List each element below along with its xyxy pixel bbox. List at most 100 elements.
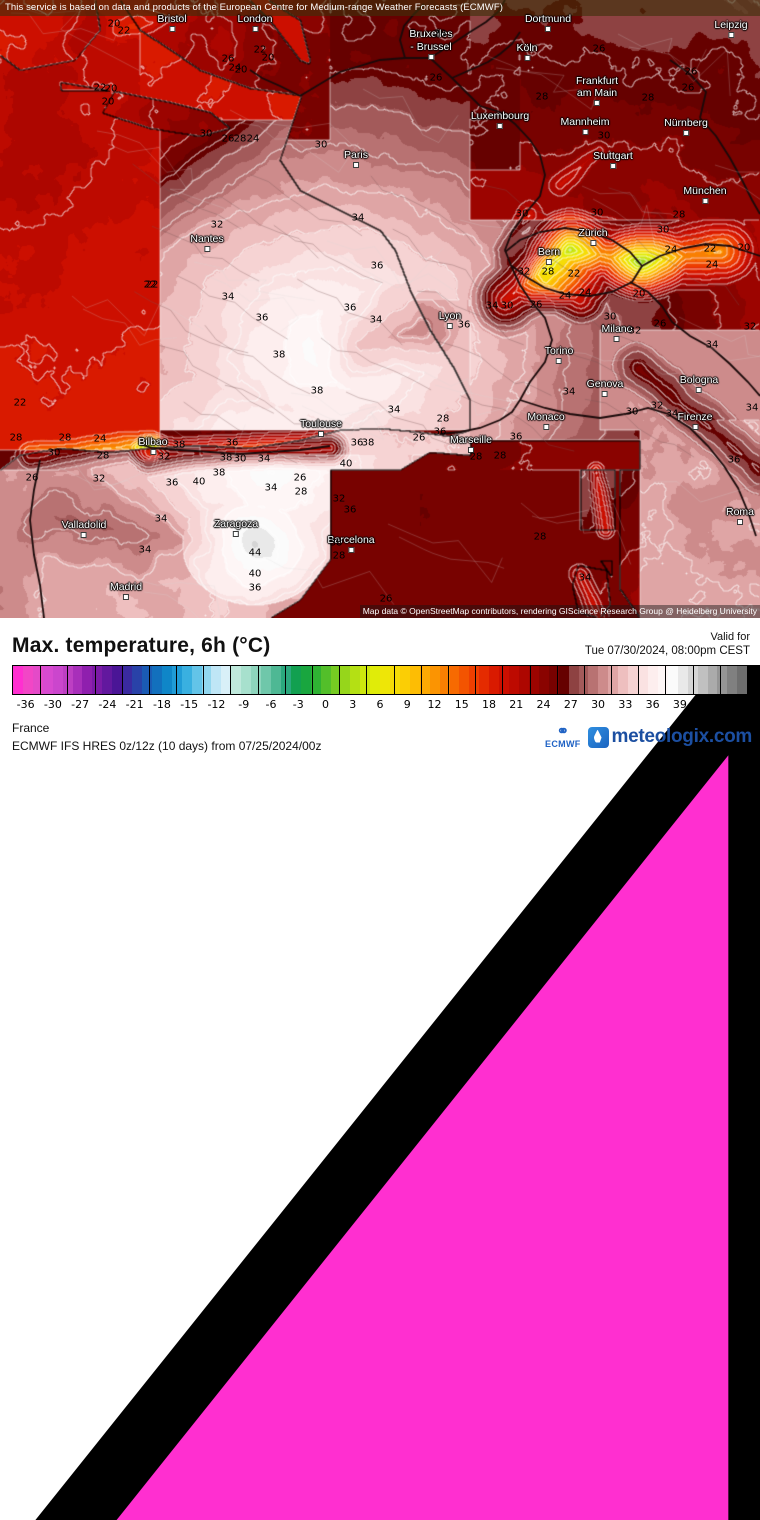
color-scale-tickline [40, 666, 42, 694]
color-scale-segment [161, 666, 172, 694]
color-scale-tick-label: 21 [509, 698, 524, 711]
branding[interactable]: ⚭ ECMWF meteologix.com [545, 718, 752, 756]
color-scale-segment [419, 666, 430, 694]
color-scale-segment [330, 666, 341, 694]
color-scale-segment [519, 666, 529, 694]
color-scale-segment [717, 666, 728, 694]
color-scale-tick-label: -18 [152, 698, 171, 711]
color-scale-segment [221, 666, 232, 694]
color-scale-segment [380, 666, 391, 694]
color-scale-tickline [665, 666, 667, 694]
ecmwf-logo-label: ECMWF [545, 739, 581, 749]
color-scale-tickline [393, 666, 395, 694]
color-scale-segment [648, 666, 658, 694]
valid-for-value: Tue 07/30/2024, 08:00pm CEST [584, 645, 750, 657]
color-scale-tick-label: -3 [292, 698, 304, 711]
color-scale-segment [191, 666, 202, 694]
color-scale-tickline [638, 666, 640, 694]
color-scale-segment [638, 666, 648, 694]
color-scale-segment [429, 666, 440, 694]
color-scale-segment [122, 666, 133, 694]
color-scale-tickline [148, 666, 150, 694]
map-raster [0, 0, 760, 618]
color-scale-tick-label: 6 [376, 698, 384, 711]
color-scale-tick-label: -21 [125, 698, 144, 711]
color-scale-segment [618, 666, 629, 694]
color-scale-tick-label: -9 [238, 698, 250, 711]
color-scale-segment [290, 666, 301, 694]
color-scale-segment [538, 666, 549, 694]
color-scale-tick-label: 3 [349, 698, 357, 711]
color-scale-tick-label: -27 [71, 698, 90, 711]
color-scale-segment [112, 666, 123, 694]
color-scale-tick-label: 9 [403, 698, 411, 711]
color-scale-segment [499, 666, 510, 694]
color-scale-tick-label: 18 [482, 698, 497, 711]
color-scale-segment [72, 666, 83, 694]
weather-map-page: This service is based on data and produc… [0, 0, 760, 760]
color-scale-tick-label: -6 [265, 698, 277, 711]
color-scale-tick-label: -12 [207, 698, 226, 711]
color-scale-segment [82, 666, 93, 694]
ecmwf-glyph-icon: ⚭ [556, 723, 570, 740]
color-scale-segment [251, 666, 262, 694]
color-scale-segment [231, 666, 242, 694]
color-scale-segment [300, 666, 311, 694]
ecmwf-logo[interactable]: ⚭ ECMWF [545, 723, 581, 749]
color-scale-tickline [176, 666, 178, 694]
color-scale-segment [628, 666, 639, 694]
color-scale-tickline [502, 666, 504, 694]
color-scale-tickline [529, 666, 531, 694]
color-scale-tick-label: 33 [618, 698, 633, 711]
color-scale-segment [578, 666, 589, 694]
color-scale-segment [598, 666, 609, 694]
color-scale-tick-label: 27 [563, 698, 578, 711]
color-scale-tickline [94, 666, 96, 694]
color-scale-tick-label: 12 [427, 698, 442, 711]
color-scale-segment [241, 666, 252, 694]
legend-panel: Max. temperature, 6h (°C) Valid for Tue … [0, 614, 760, 1520]
color-scale-segment [340, 666, 351, 694]
color-scale-segment [310, 666, 321, 694]
color-scale-segment [677, 666, 688, 694]
color-scale-segment [568, 666, 579, 694]
color-scale-segment [211, 666, 222, 694]
color-scale-tick-label: 50 [727, 698, 742, 711]
color-scale-segment [608, 666, 619, 694]
color-scale-segment [320, 666, 331, 694]
temperature-map[interactable]: This service is based on data and produc… [0, 0, 760, 618]
color-scale-tickline [312, 666, 314, 694]
color-scale-segment [469, 666, 480, 694]
color-scale-tickline [692, 666, 694, 694]
color-scale-segment [727, 666, 738, 694]
color-scale-tick-label: 39 [672, 698, 687, 711]
color-scale-segment [697, 666, 708, 694]
color-scale-segment [489, 666, 500, 694]
color-scale-tick-label: -30 [43, 698, 62, 711]
color-scale-tick-label: 44 [700, 698, 715, 711]
color-scale-segment [409, 666, 420, 694]
color-scale-tickline [121, 666, 123, 694]
color-scale-bar [12, 665, 748, 695]
color-scale-segment [588, 666, 599, 694]
color-scale-tick-label: 0 [321, 698, 329, 711]
meteologix-logo[interactable]: meteologix.com [587, 726, 753, 748]
color-scale-segment [509, 666, 520, 694]
color-scale-tickline [447, 666, 449, 694]
color-scale-tickline [366, 666, 368, 694]
color-scale-segment [360, 666, 371, 694]
color-scale-tickline [67, 666, 69, 694]
color-scale-segment [270, 666, 281, 694]
color-scale-segment [459, 666, 470, 694]
color-scale-segment [52, 666, 63, 694]
color-scale-segment [13, 666, 23, 694]
region-label: France [12, 721, 50, 735]
meteologix-wordmark: meteologix.com [611, 726, 753, 747]
color-scale-tickline [339, 666, 341, 694]
color-scale-tick-label: 36 [645, 698, 660, 711]
color-scale-tick-label: -15 [180, 698, 199, 711]
color-scale-tickline [203, 666, 205, 694]
color-scale-segment [399, 666, 410, 694]
color-scale-tickline [257, 666, 259, 694]
color-scale-tick-label: -36 [16, 698, 35, 711]
